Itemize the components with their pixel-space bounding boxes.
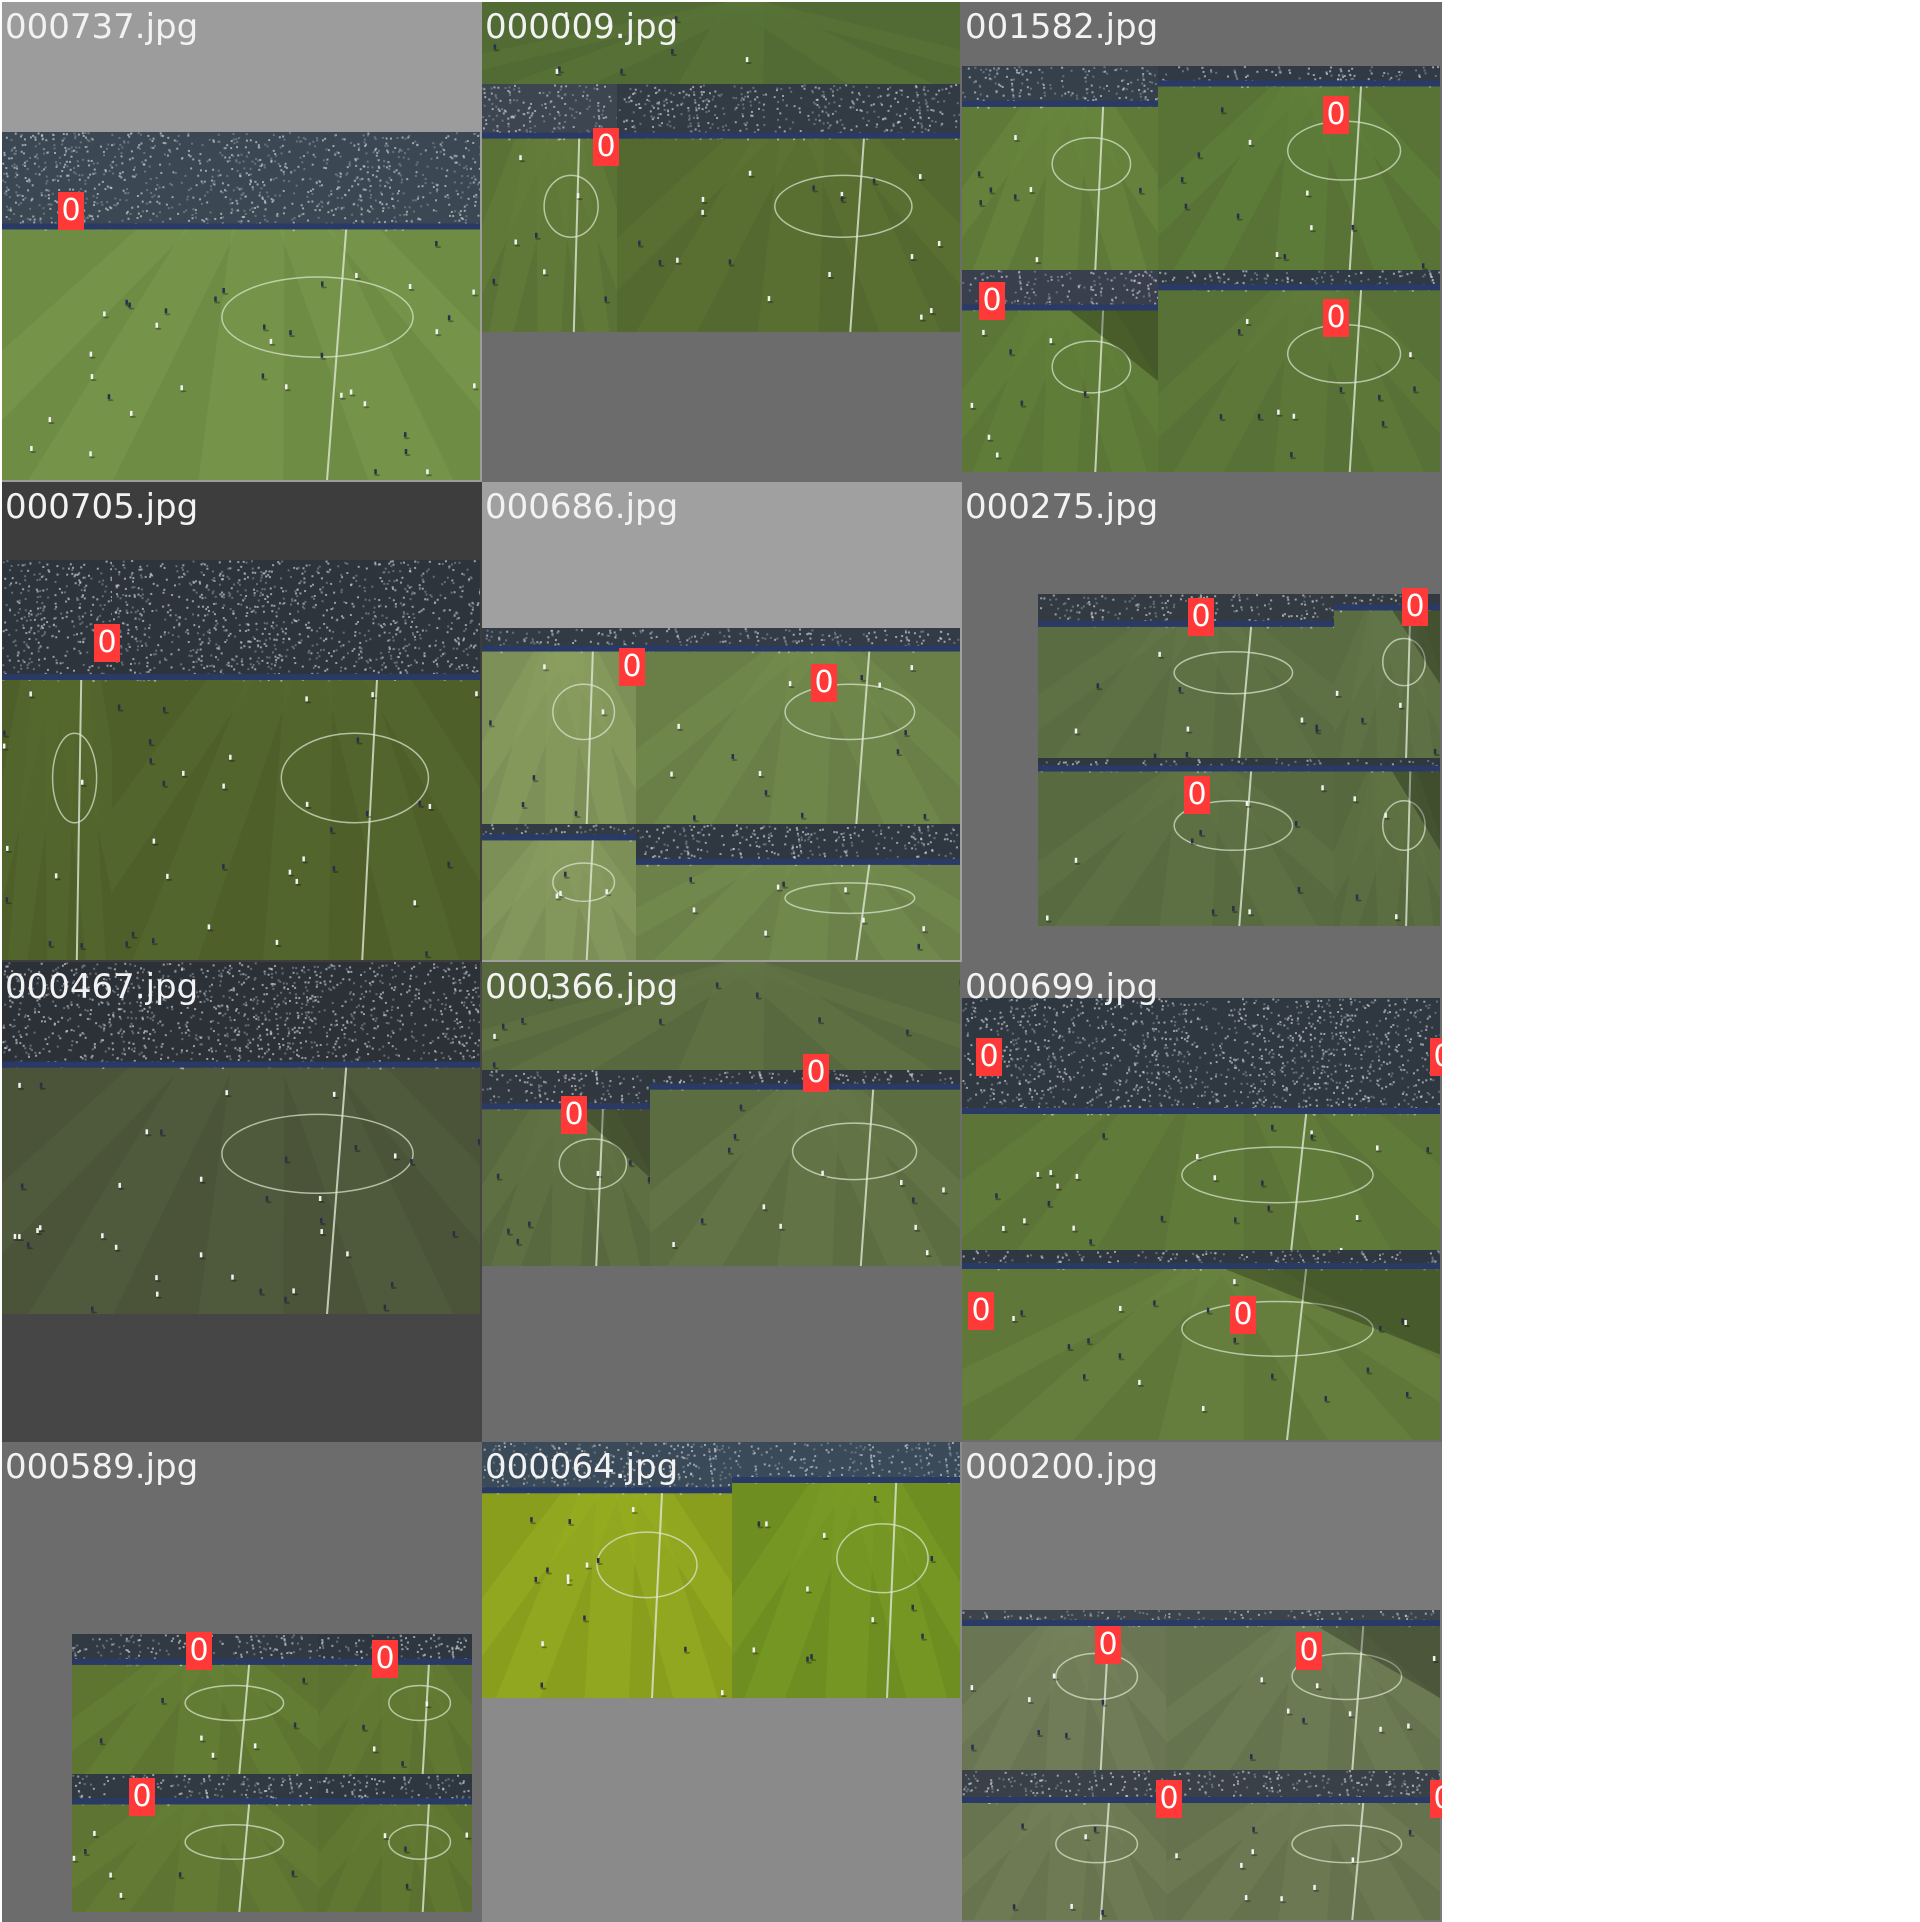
pitch-image [636,628,960,824]
pitch-image [962,66,1158,270]
box-label: 0 [94,624,120,662]
box-label: 0 [1184,776,1210,814]
mosaic-tile: 000064.jpg [482,1442,962,1922]
pitch-image [962,1610,1166,1770]
tile-filename: 000467.jpg [5,967,198,1007]
pitch-image [482,824,636,960]
pitch-image [318,1774,472,1912]
pitch-image [962,1250,1440,1440]
tile-filename: 000705.jpg [5,487,198,527]
pitch-image [482,628,636,824]
box-label: 0 [1296,1632,1322,1670]
pitch-image [962,998,1440,1288]
mosaic-tile: 000705.jpg 0 [2,482,482,962]
field-photo [2,132,480,480]
box-label: 0 [979,282,1005,320]
box-label: 0 [1323,96,1349,134]
box-label: 0 [1430,1038,1442,1076]
box-label: 0 [1095,1626,1121,1664]
field-photo [72,1774,318,1912]
field-photo [962,998,1440,1288]
pitch-image [732,1442,960,1698]
mosaic-tile: 000275.jpg 0 0 0 [962,482,1442,962]
field-photo [962,1770,1166,1920]
tile-filename: 000200.jpg [965,1447,1158,1487]
box-label: 0 [372,1640,398,1678]
field-photo [732,1442,960,1698]
field-photo [482,628,636,824]
tile-filename: 001582.jpg [965,7,1158,47]
mosaic-tile: 000699.jpg 0 0 0 0 [962,962,1442,1442]
pitch-image [650,1070,960,1266]
box-label: 0 [619,648,645,686]
field-photo [1166,1770,1440,1920]
pitch-image [72,1774,318,1912]
tile-filename: 000737.jpg [5,7,198,47]
tile-filename: 000699.jpg [965,967,1158,1007]
box-label: 0 [561,1096,587,1134]
tile-filename: 000686.jpg [485,487,678,527]
mosaic-tile: 000467.jpg [2,962,482,1442]
pitch-image [482,84,617,332]
tile-filename: 000366.jpg [485,967,678,1007]
box-label: 0 [593,128,619,166]
field-photo [962,66,1158,270]
field-photo [482,84,617,332]
field-photo [2,560,112,960]
pitch-image [1158,270,1440,472]
tile-filename: 000009.jpg [485,7,678,47]
field-photo [318,1774,472,1912]
pitch-image [112,560,480,960]
field-photo [962,1610,1166,1770]
field-photo [1158,66,1440,270]
mosaic-tile: 000200.jpg 0 0 0 0 [962,1442,1442,1922]
field-photo [1334,758,1440,926]
field-photo [482,824,636,960]
mosaic-tile: 000009.jpg 0 [482,2,962,482]
box-label: 0 [1230,1296,1256,1334]
tile-filename: 000064.jpg [485,1447,678,1487]
field-photo [962,1250,1440,1440]
box-label: 0 [58,192,84,230]
pitch-image [2,962,480,1314]
field-photo [1038,594,1334,758]
box-label: 0 [1323,299,1349,337]
box-label: 0 [129,1778,155,1816]
pitch-image [1158,66,1440,270]
mosaic-tile: 000589.jpg 0 0 0 [2,1442,482,1922]
mosaic-tile: 000737.jpg 0 [2,2,482,482]
pitch-image [2,132,480,480]
field-photo [636,824,960,960]
mosaic-tile: 001582.jpg 0 0 0 [962,2,1442,482]
field-photo [112,560,480,960]
box-label: 0 [976,1038,1002,1076]
pitch-image [636,824,960,960]
box-label: 0 [1156,1780,1182,1818]
pitch-image [1038,594,1334,758]
box-label: 0 [1188,598,1214,636]
pitch-image [2,560,112,960]
tile-filename: 000589.jpg [5,1447,198,1487]
pitch-image [1166,1770,1440,1920]
tile-filename: 000275.jpg [965,487,1158,527]
field-photo [617,84,960,332]
field-photo [2,962,480,1314]
box-label: 0 [968,1292,994,1330]
box-label: 0 [803,1054,829,1092]
box-label: 0 [1402,588,1428,626]
box-label: 0 [811,664,837,702]
box-label: 0 [186,1632,212,1670]
mosaic-tile: 000686.jpg 0 0 [482,482,962,962]
pitch-image [1334,758,1440,926]
box-label: 0 [1430,1780,1442,1818]
pitch-image [962,1770,1166,1920]
field-photo [650,1070,960,1266]
mosaic-tile: 000366.jpg 0 0 [482,962,962,1442]
pitch-image [617,84,960,332]
field-photo [636,628,960,824]
field-photo [1158,270,1440,472]
